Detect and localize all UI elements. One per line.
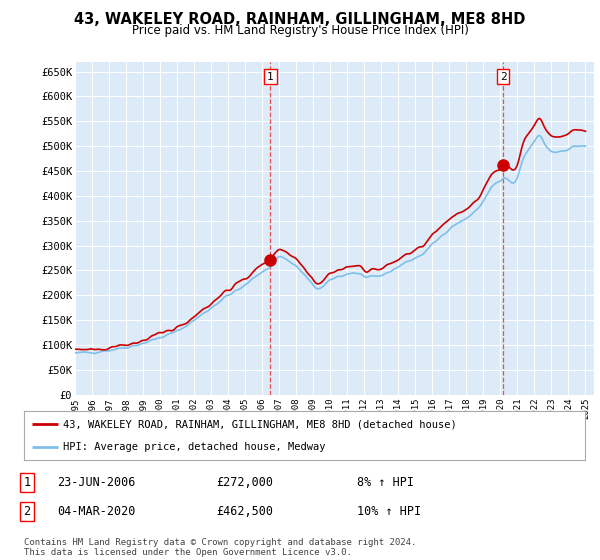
Text: 1: 1 xyxy=(23,476,31,489)
Text: 2: 2 xyxy=(500,72,506,82)
Text: 2: 2 xyxy=(23,505,31,519)
Text: HPI: Average price, detached house, Medway: HPI: Average price, detached house, Medw… xyxy=(63,442,326,452)
Text: 43, WAKELEY ROAD, RAINHAM, GILLINGHAM, ME8 8HD: 43, WAKELEY ROAD, RAINHAM, GILLINGHAM, M… xyxy=(74,12,526,27)
Text: £462,500: £462,500 xyxy=(216,505,273,519)
Text: 43, WAKELEY ROAD, RAINHAM, GILLINGHAM, ME8 8HD (detached house): 43, WAKELEY ROAD, RAINHAM, GILLINGHAM, M… xyxy=(63,419,457,430)
Text: 1: 1 xyxy=(267,72,274,82)
Text: 23-JUN-2006: 23-JUN-2006 xyxy=(57,476,136,489)
Text: Contains HM Land Registry data © Crown copyright and database right 2024.
This d: Contains HM Land Registry data © Crown c… xyxy=(24,538,416,557)
Text: £272,000: £272,000 xyxy=(216,476,273,489)
Text: 04-MAR-2020: 04-MAR-2020 xyxy=(57,505,136,519)
Text: Price paid vs. HM Land Registry's House Price Index (HPI): Price paid vs. HM Land Registry's House … xyxy=(131,24,469,37)
Text: 8% ↑ HPI: 8% ↑ HPI xyxy=(357,476,414,489)
Text: 10% ↑ HPI: 10% ↑ HPI xyxy=(357,505,421,519)
